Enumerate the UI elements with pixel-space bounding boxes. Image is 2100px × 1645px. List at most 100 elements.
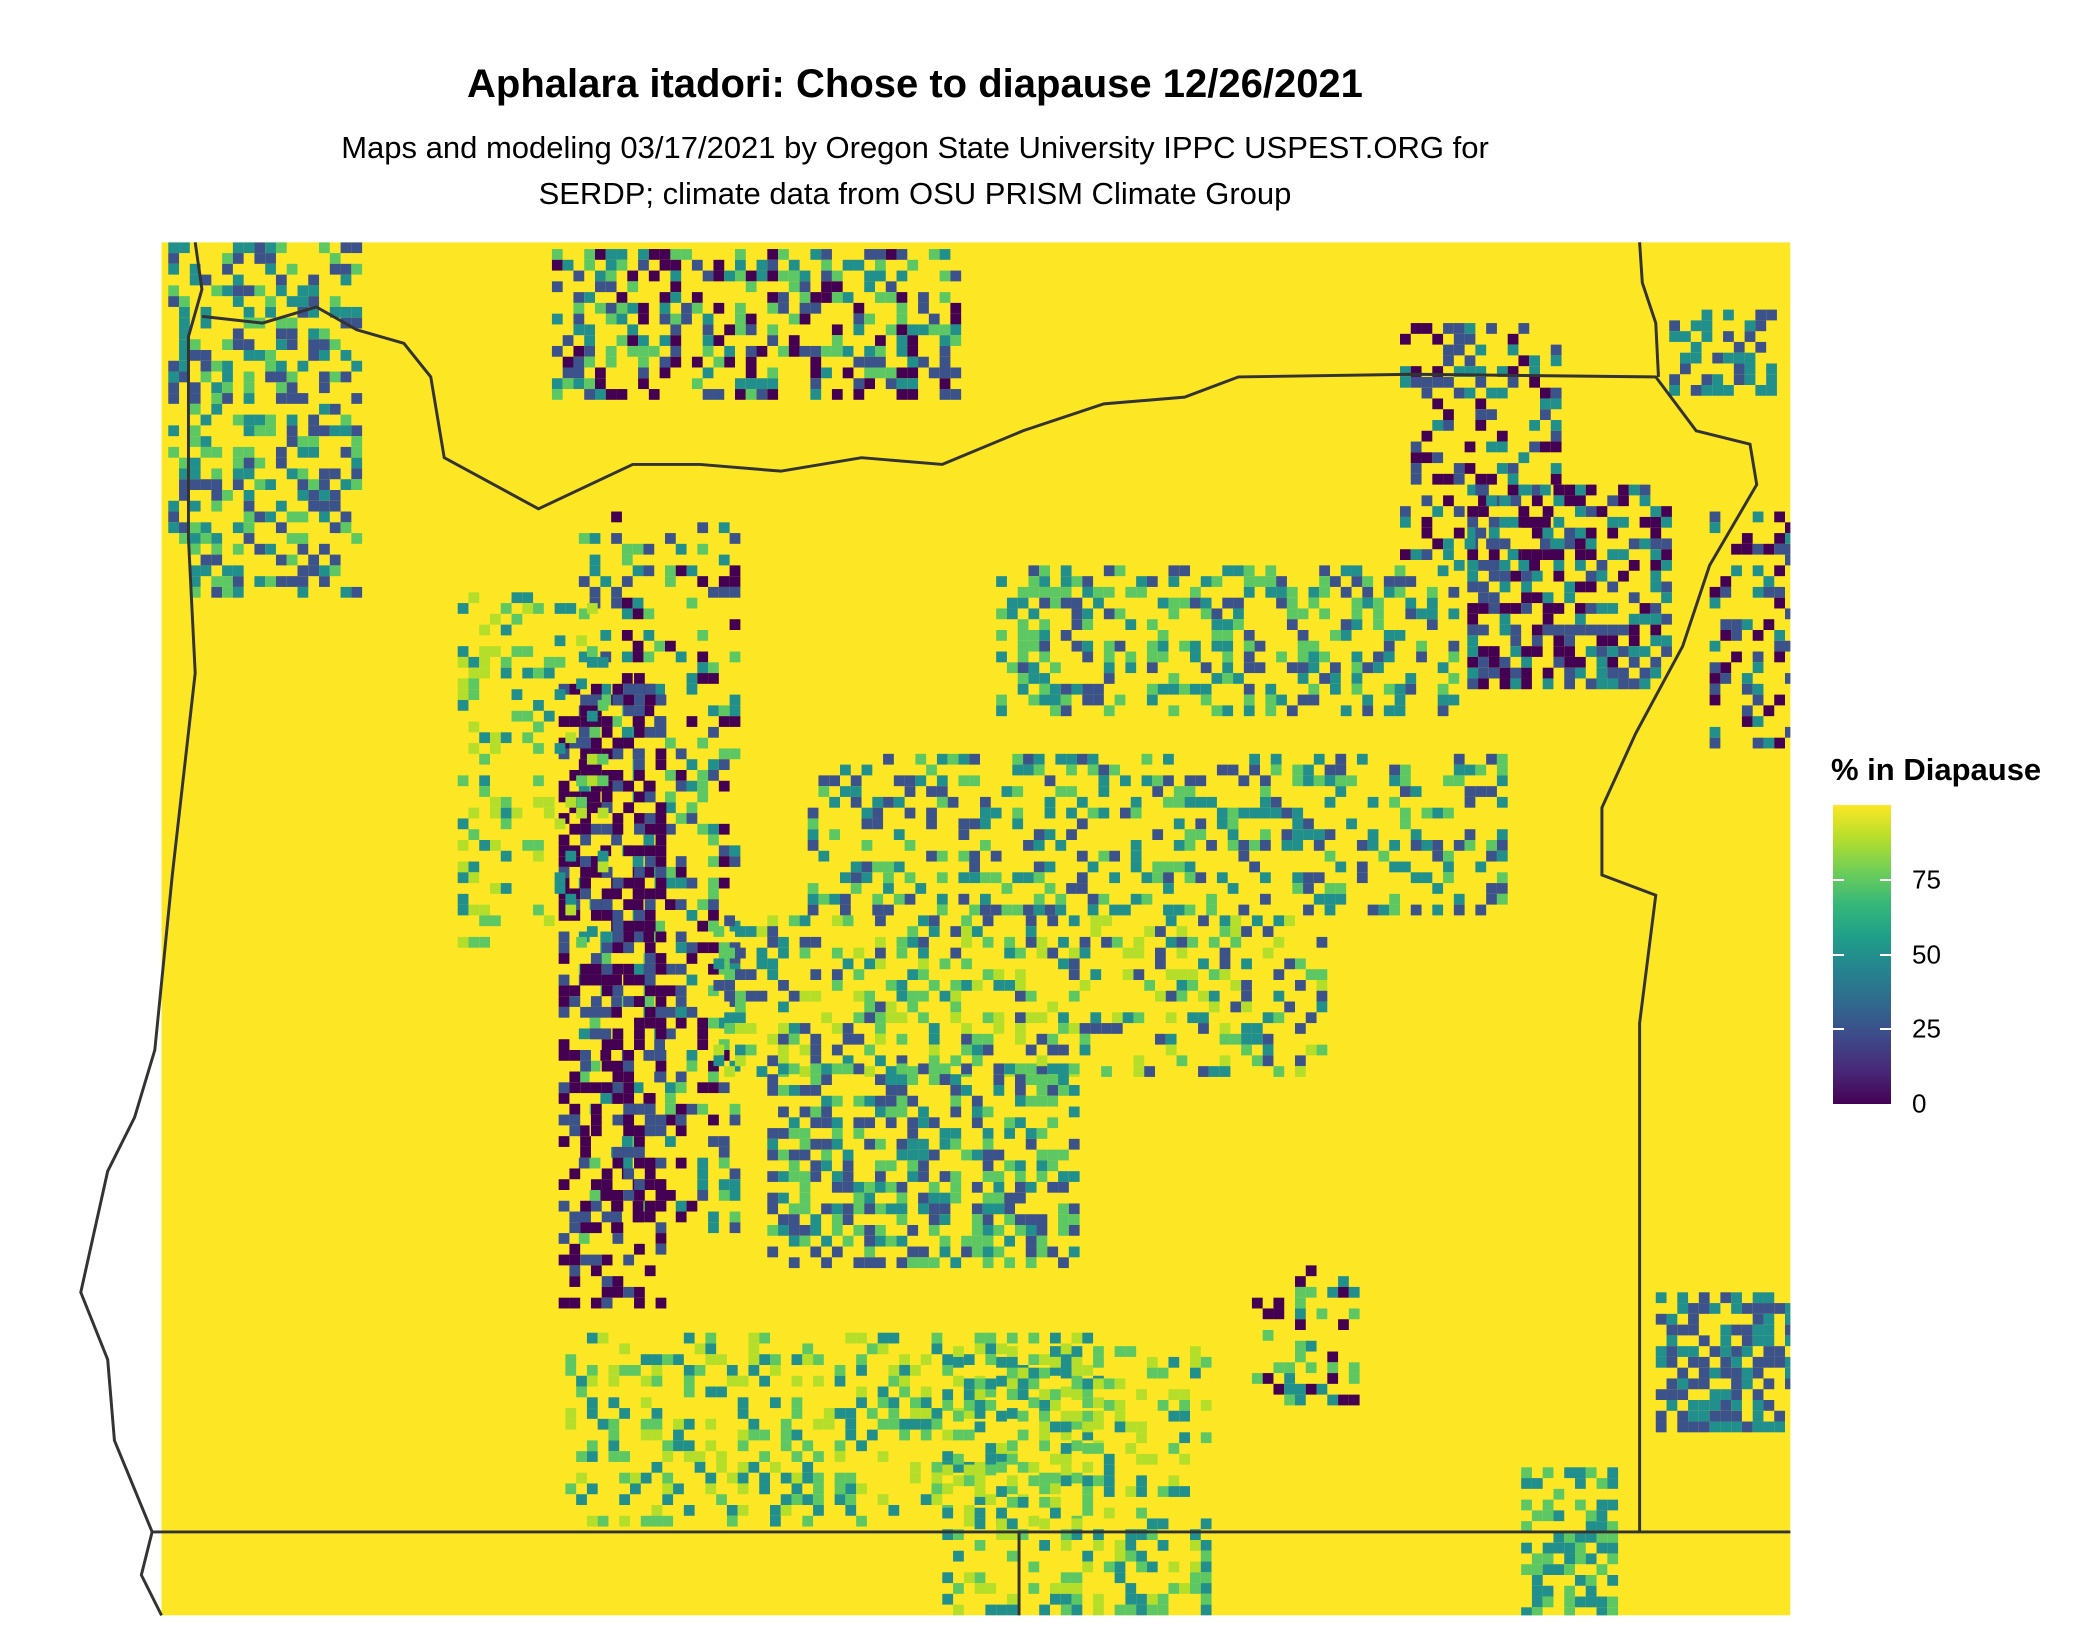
raster-cell <box>961 915 972 927</box>
raster-cell <box>590 737 602 749</box>
raster-cell <box>1025 1235 1037 1247</box>
raster-cell <box>1313 829 1325 840</box>
raster-cell <box>1184 840 1196 851</box>
raster-cell <box>522 603 534 614</box>
raster-cell <box>996 1604 1007 1616</box>
raster-cell <box>767 367 779 379</box>
raster-cell <box>1033 893 1045 905</box>
raster-cell <box>1260 829 1271 840</box>
raster-cell <box>601 985 613 997</box>
raster-cell <box>1068 1225 1080 1236</box>
raster-cell <box>883 904 894 916</box>
map-raster-cells <box>168 242 1791 1616</box>
raster-cell <box>308 479 320 490</box>
raster-cell <box>1464 463 1476 474</box>
raster-cell <box>1168 1475 1180 1487</box>
raster-cell <box>947 796 959 808</box>
raster-cell <box>697 770 709 781</box>
raster-cell <box>893 796 905 808</box>
raster-cell <box>996 1518 1007 1530</box>
raster-cell <box>329 425 341 437</box>
raster-cell <box>551 313 563 325</box>
raster-cell <box>1146 1593 1158 1605</box>
raster-cell <box>1464 786 1476 797</box>
raster-cell <box>621 630 633 641</box>
raster-cell <box>1677 1303 1689 1314</box>
raster-cell <box>834 1451 846 1462</box>
raster-cell <box>511 689 523 700</box>
raster-cell <box>1058 1257 1069 1269</box>
raster-cell <box>697 1190 709 1201</box>
raster-cell <box>1292 818 1304 830</box>
raster-cell <box>670 259 682 271</box>
raster-cell <box>1432 506 1444 517</box>
raster-cell <box>885 281 897 293</box>
raster-cell <box>716 1354 727 1365</box>
raster-cell <box>569 1103 581 1115</box>
raster-cell <box>623 1060 635 1072</box>
raster-cell <box>702 389 714 400</box>
raster-cell <box>562 367 574 379</box>
raster-cell <box>1542 624 1554 636</box>
raster-cell <box>1044 829 1056 840</box>
raster-cell <box>200 360 212 372</box>
raster-cell <box>737 1461 749 1473</box>
raster-cell <box>1286 662 1298 674</box>
raster-cell <box>1195 775 1207 787</box>
raster-cell <box>1015 980 1026 991</box>
raster-cell <box>1335 775 1347 787</box>
raster-cell <box>612 1028 624 1040</box>
raster-cell <box>1082 1461 1094 1473</box>
raster-cell <box>1090 915 1102 927</box>
raster-cell <box>939 1203 951 1215</box>
raster-cell <box>1666 1313 1678 1325</box>
raster-cell <box>942 1483 954 1495</box>
raster-cell <box>885 1235 897 1247</box>
raster-cell <box>683 1451 695 1462</box>
raster-cell <box>1496 840 1508 851</box>
raster-cell <box>1550 430 1562 442</box>
raster-cell <box>1198 990 1209 1002</box>
raster-cell <box>918 1160 929 1172</box>
raster-cell <box>597 775 609 787</box>
raster-cell <box>1093 597 1104 609</box>
raster-cell <box>612 877 624 889</box>
raster-cell <box>1055 786 1067 797</box>
raster-cell <box>767 1149 779 1161</box>
raster-cell <box>842 1171 854 1182</box>
raster-cell <box>1499 495 1511 507</box>
raster-cell <box>834 1494 846 1505</box>
raster-cell <box>468 689 480 700</box>
raster-cell <box>1219 1033 1231 1045</box>
raster-cell <box>1752 1389 1764 1400</box>
raster-cell <box>993 1171 1005 1182</box>
raster-cell <box>864 249 875 260</box>
raster-cell <box>961 1044 972 1056</box>
raster-cell <box>1351 651 1363 663</box>
raster-cell <box>990 807 1002 819</box>
raster-cell <box>243 285 255 297</box>
raster-cell <box>1093 586 1104 598</box>
raster-cell <box>286 339 298 350</box>
raster-cell <box>1763 1378 1775 1390</box>
raster-cell <box>1464 840 1476 851</box>
raster-cell <box>286 263 298 275</box>
raster-cell <box>651 1505 663 1516</box>
raster-cell <box>584 356 595 368</box>
raster-cell <box>1755 320 1767 332</box>
raster-cell <box>788 990 800 1002</box>
raster-cell <box>996 1375 1007 1387</box>
raster-cell <box>168 500 180 512</box>
raster-cell <box>1410 872 1422 884</box>
raster-cell <box>1540 398 1551 410</box>
raster-cell <box>1596 1607 1608 1616</box>
raster-cell <box>939 270 951 282</box>
raster-cell <box>1222 597 1234 609</box>
raster-cell <box>778 249 789 260</box>
raster-cell <box>1190 640 1201 652</box>
raster-cell <box>1774 694 1785 706</box>
raster-cell <box>780 1440 792 1452</box>
raster-cell <box>232 296 244 307</box>
raster-cell <box>511 592 523 604</box>
raster-cell <box>1050 705 1061 717</box>
